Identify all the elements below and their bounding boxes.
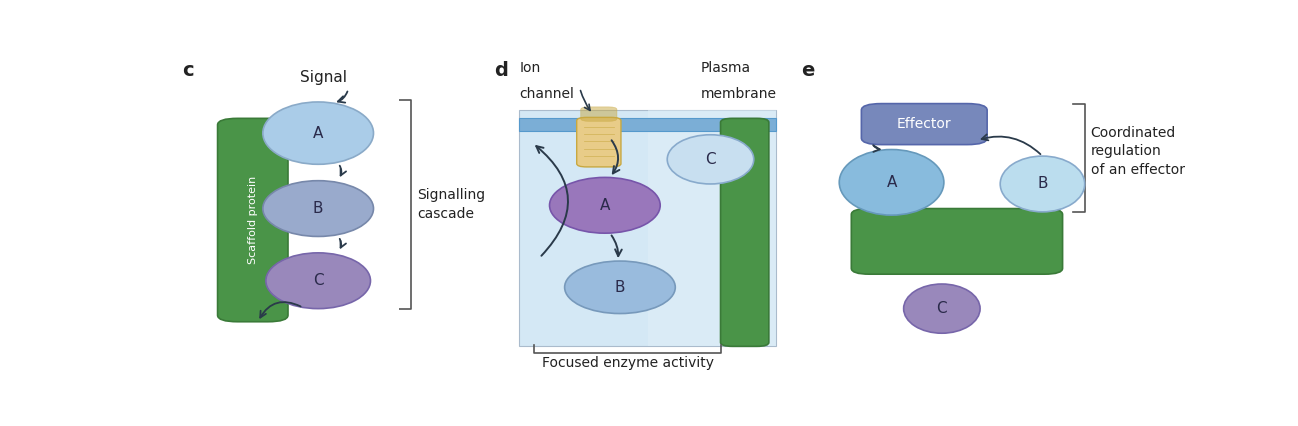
- Text: Ion: Ion: [519, 61, 540, 75]
- Text: d: d: [495, 61, 508, 80]
- Ellipse shape: [549, 177, 661, 233]
- FancyArrowPatch shape: [260, 302, 301, 317]
- FancyArrowPatch shape: [340, 166, 347, 176]
- Text: Focused enzyme activity: Focused enzyme activity: [541, 356, 714, 370]
- Text: e: e: [801, 61, 814, 80]
- Ellipse shape: [840, 150, 944, 215]
- FancyBboxPatch shape: [851, 209, 1063, 274]
- Text: A: A: [887, 175, 897, 190]
- Bar: [519, 118, 776, 132]
- FancyBboxPatch shape: [576, 118, 620, 167]
- Ellipse shape: [263, 102, 374, 164]
- Text: B: B: [313, 201, 323, 216]
- Text: Plasma: Plasma: [701, 61, 750, 75]
- FancyBboxPatch shape: [720, 118, 768, 346]
- Text: Effector: Effector: [897, 117, 951, 131]
- Text: C: C: [937, 301, 948, 316]
- FancyArrowPatch shape: [611, 140, 619, 173]
- Text: Scaffold protein: Scaffold protein: [248, 176, 258, 264]
- FancyBboxPatch shape: [580, 107, 617, 121]
- Text: A: A: [600, 198, 610, 213]
- FancyBboxPatch shape: [862, 104, 988, 144]
- FancyArrowPatch shape: [580, 90, 591, 110]
- Ellipse shape: [1001, 156, 1085, 212]
- Text: membrane: membrane: [701, 87, 776, 101]
- Bar: [648, 110, 776, 346]
- Text: C: C: [313, 273, 323, 288]
- Text: Coordinated
regulation
of an effector: Coordinated regulation of an effector: [1090, 126, 1185, 176]
- Text: c: c: [182, 61, 193, 80]
- Text: B: B: [615, 280, 626, 295]
- FancyArrowPatch shape: [611, 236, 622, 256]
- FancyArrowPatch shape: [536, 146, 569, 256]
- Ellipse shape: [667, 135, 754, 184]
- Ellipse shape: [903, 284, 980, 333]
- Text: Signalling
cascade: Signalling cascade: [417, 188, 485, 221]
- FancyArrowPatch shape: [340, 239, 347, 248]
- FancyArrowPatch shape: [874, 145, 880, 152]
- Ellipse shape: [565, 261, 675, 314]
- Ellipse shape: [266, 253, 370, 308]
- FancyArrowPatch shape: [981, 135, 1041, 154]
- Text: Signal: Signal: [300, 70, 347, 85]
- Text: channel: channel: [519, 87, 574, 101]
- Ellipse shape: [263, 181, 374, 236]
- Text: A: A: [313, 126, 323, 141]
- Text: C: C: [705, 152, 715, 167]
- Text: B: B: [1037, 176, 1047, 191]
- FancyBboxPatch shape: [218, 118, 288, 322]
- FancyArrowPatch shape: [337, 92, 348, 103]
- Bar: [519, 110, 776, 346]
